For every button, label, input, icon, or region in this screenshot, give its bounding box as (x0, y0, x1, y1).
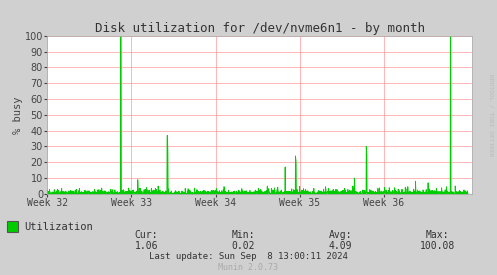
Title: Disk utilization for /dev/nvme6n1 - by month: Disk utilization for /dev/nvme6n1 - by m… (95, 21, 424, 35)
Text: Max:: Max: (425, 230, 449, 240)
Text: Last update: Sun Sep  8 13:00:11 2024: Last update: Sun Sep 8 13:00:11 2024 (149, 252, 348, 261)
Text: Cur:: Cur: (135, 230, 159, 240)
Text: 1.06: 1.06 (135, 241, 159, 251)
Y-axis label: % busy: % busy (13, 96, 23, 134)
Text: Utilization: Utilization (24, 222, 93, 232)
Text: RRDTOOL / TOBI OETIKER: RRDTOOL / TOBI OETIKER (489, 74, 494, 157)
Text: Avg:: Avg: (329, 230, 352, 240)
Text: 100.08: 100.08 (420, 241, 455, 251)
Text: Min:: Min: (232, 230, 255, 240)
Text: 0.02: 0.02 (232, 241, 255, 251)
Text: 4.09: 4.09 (329, 241, 352, 251)
Text: Munin 2.0.73: Munin 2.0.73 (219, 263, 278, 272)
